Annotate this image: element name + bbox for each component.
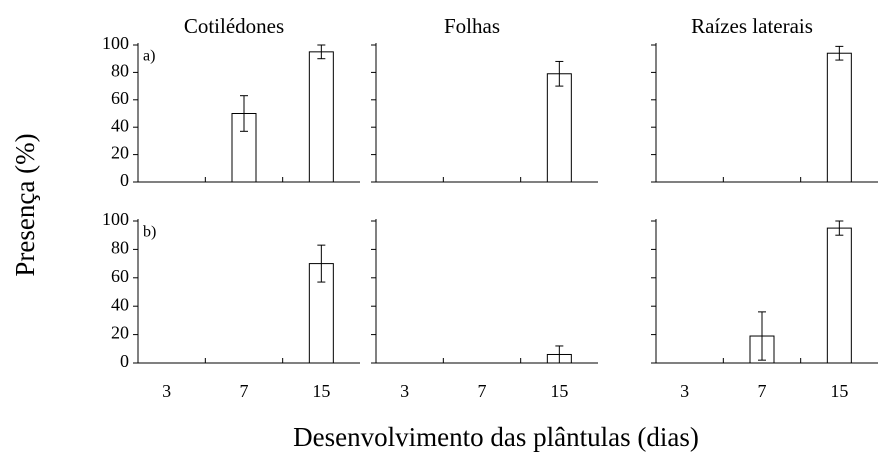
panel-title: Raízes laterais [691, 14, 813, 38]
bar [546, 73, 572, 183]
x-tick-label: 7 [758, 381, 767, 401]
x-tick-label: 7 [240, 381, 249, 401]
y-tick-label: 40 [111, 115, 129, 135]
y-tick-label: 60 [111, 88, 129, 108]
panel-label: b) [143, 224, 156, 241]
x-axis-label: Desenvolvimento das plântulas (dias) [293, 422, 699, 452]
x-tick-label: 15 [312, 381, 330, 401]
y-tick-label: 100 [102, 33, 129, 53]
y-tick-label: 0 [120, 351, 129, 371]
panel-title: Folhas [444, 14, 500, 38]
x-tick-label: 3 [680, 381, 689, 401]
x-tick-label: 3 [400, 381, 409, 401]
y-tick-label: 80 [111, 61, 129, 81]
y-tick-label: 100 [102, 209, 129, 229]
x-tick-label: 3 [162, 381, 171, 401]
x-tick-label: 15 [550, 381, 568, 401]
y-tick-label: 60 [111, 266, 129, 286]
panel-title: Cotilédones [184, 14, 284, 38]
x-tick-label: 7 [478, 381, 487, 401]
y-tick-label: 80 [111, 238, 129, 258]
x-tick-label: 15 [830, 381, 848, 401]
y-tick-label: 0 [120, 170, 129, 190]
y-tick-label: 40 [111, 294, 129, 314]
y-tick-label: 20 [111, 143, 129, 163]
bar [826, 227, 852, 364]
y-tick-label: 20 [111, 323, 129, 343]
bar [826, 52, 852, 183]
bar [308, 51, 334, 183]
y-axis-label: Presença (%) [10, 133, 40, 276]
panel-label: a) [143, 48, 155, 65]
